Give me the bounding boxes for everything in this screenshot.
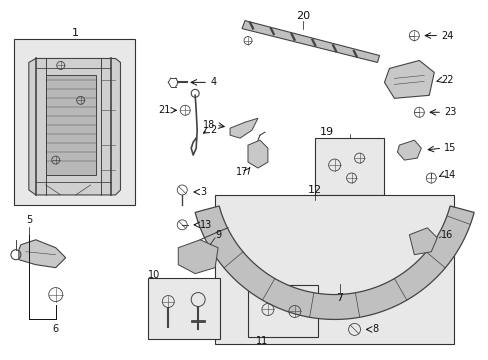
- Polygon shape: [229, 118, 258, 138]
- Text: 20: 20: [295, 11, 309, 21]
- Text: 14: 14: [443, 170, 455, 180]
- Bar: [215, 195, 453, 345]
- Text: 21: 21: [158, 105, 170, 115]
- Text: 3: 3: [200, 187, 206, 197]
- Bar: [314, 138, 384, 195]
- Bar: [14, 39, 135, 205]
- Polygon shape: [195, 206, 473, 319]
- Text: 8: 8: [372, 324, 378, 334]
- Text: 2: 2: [210, 125, 216, 135]
- Text: 5: 5: [26, 215, 32, 225]
- Polygon shape: [384, 60, 433, 98]
- Text: 24: 24: [440, 31, 453, 41]
- Text: 13: 13: [200, 220, 212, 230]
- Text: 7: 7: [335, 293, 343, 302]
- Text: 18: 18: [203, 120, 215, 130]
- Text: 4: 4: [210, 77, 216, 87]
- Polygon shape: [19, 240, 65, 268]
- Text: 17: 17: [235, 167, 247, 177]
- Text: 1: 1: [72, 28, 79, 37]
- Bar: [247, 285, 317, 337]
- Bar: [148, 278, 220, 339]
- Polygon shape: [29, 58, 120, 195]
- Text: 12: 12: [307, 185, 321, 195]
- Polygon shape: [242, 21, 379, 62]
- Polygon shape: [247, 140, 267, 168]
- Bar: [46, 75, 95, 175]
- Text: 9: 9: [215, 230, 221, 240]
- Text: 15: 15: [443, 143, 456, 153]
- Text: 23: 23: [443, 107, 456, 117]
- Text: 16: 16: [440, 230, 452, 240]
- Polygon shape: [408, 228, 436, 255]
- Text: 6: 6: [53, 324, 59, 334]
- Text: 22: 22: [440, 75, 453, 85]
- Polygon shape: [178, 240, 218, 274]
- Text: 10: 10: [148, 270, 160, 280]
- Polygon shape: [397, 140, 421, 160]
- Text: 11: 11: [255, 336, 267, 346]
- Text: 19: 19: [319, 127, 333, 137]
